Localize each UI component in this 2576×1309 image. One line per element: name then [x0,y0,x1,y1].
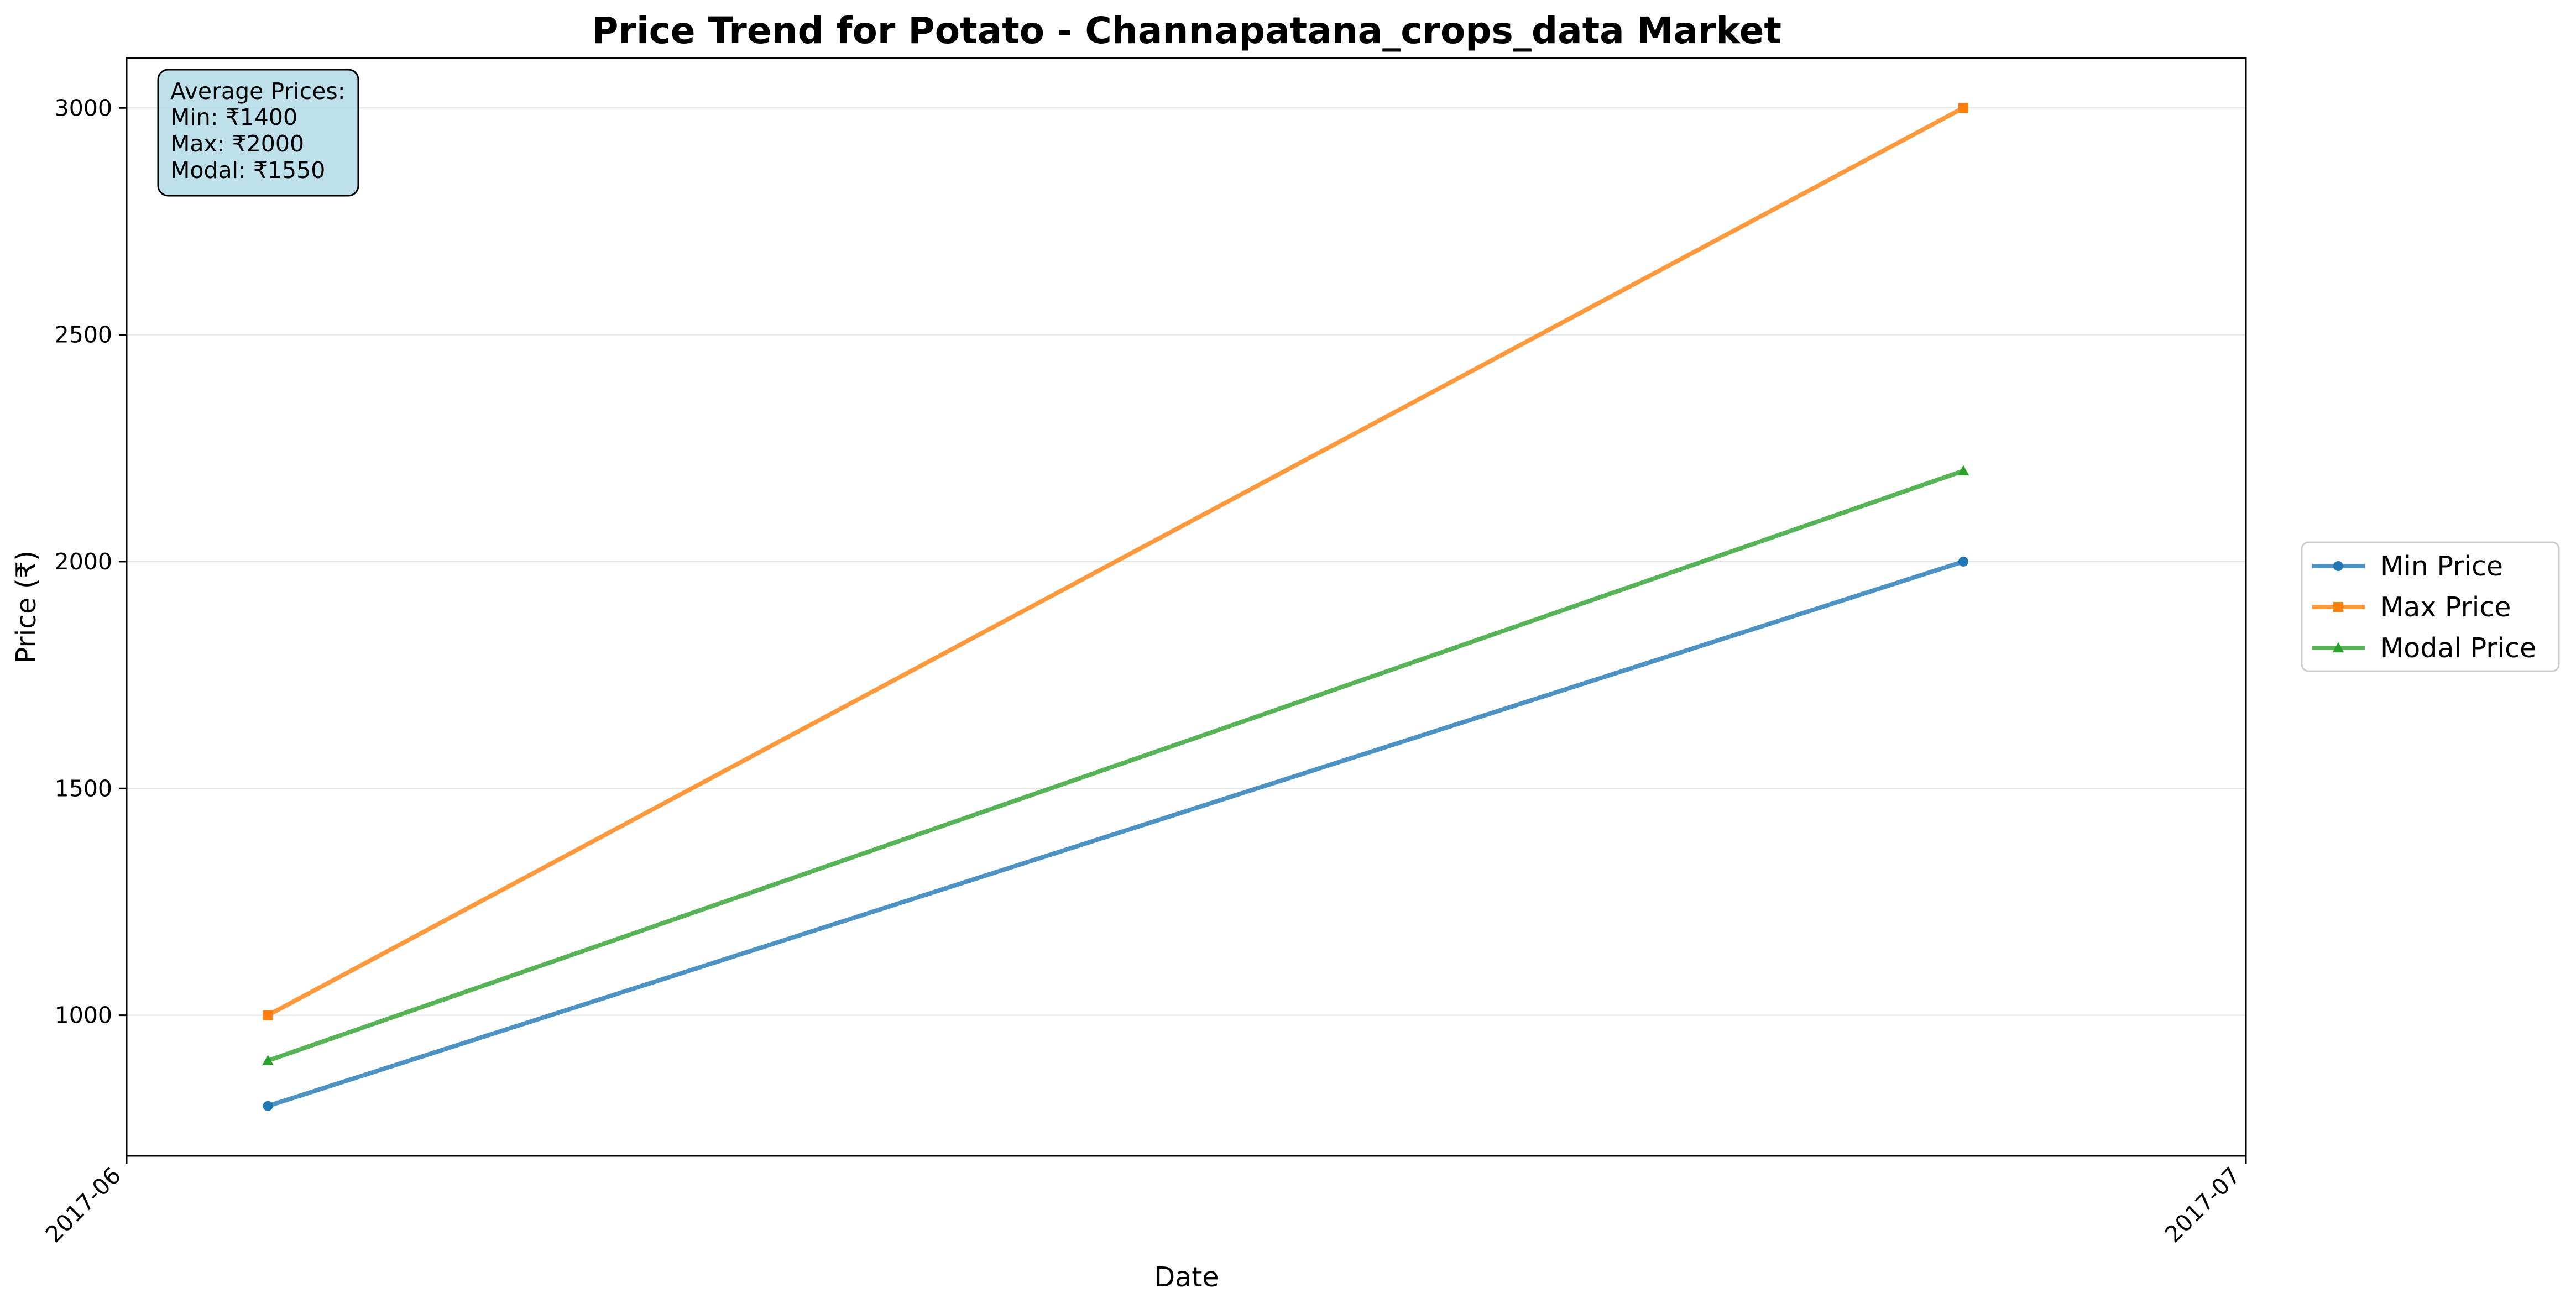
y-tick-label: 1500 [55,775,112,802]
series-line [267,469,1964,1063]
plot-area-frame [126,57,2247,1157]
chart-title: Price Trend for Potato - Channapatana_cr… [592,9,1781,52]
legend-swatch-marker [2332,642,2344,653]
annotation-line: Average Prices: [170,78,346,104]
legend-item: Min Price [2312,551,2503,582]
average-prices-annotation: Average Prices: Min: ₹1400 Max: ₹2000 Mo… [157,69,359,197]
series-min-price [263,556,1968,1111]
legend-label: Max Price [2380,591,2511,623]
legend-item: Max Price [2312,591,2511,623]
legend-item: Modal Price [2312,632,2536,664]
legend-swatch-marker [2333,602,2343,612]
annotation-line: Modal: ₹1550 [170,157,325,184]
annotation-line: Min: ₹1400 [170,104,297,130]
y-tick-label: 2000 [55,548,112,575]
series-max-price [263,103,1968,1020]
series-lines [262,103,1969,1111]
data-point [1958,556,1968,567]
legend-swatch-marker [2333,561,2343,571]
legend-label: Modal Price [2380,632,2536,664]
y-tick-label: 1000 [55,1002,112,1029]
y-tick-label: 3000 [55,95,112,121]
series-modal-price [262,465,1969,1065]
y-axis-label: Price (₹) [11,551,42,664]
data-point [263,1101,273,1111]
annotation-background [157,69,359,197]
data-point [262,1055,274,1065]
x-axis-label: Date [1154,1261,1219,1293]
legend: Min Price Max Price Modal Price [2301,541,2560,672]
legend-label: Min Price [2380,551,2503,582]
series-line [267,559,1964,1108]
y-axis-ticks: 1000 1500 2000 2500 3000 [55,95,127,1029]
data-point [263,1010,273,1020]
series-line [267,106,1964,1018]
y-tick-label: 2500 [55,322,112,348]
annotation-line: Max: ₹2000 [170,130,304,157]
data-point [1957,465,1969,476]
data-point [1958,103,1968,113]
legend-frame [2301,541,2560,672]
grid-lines [127,107,2246,1016]
